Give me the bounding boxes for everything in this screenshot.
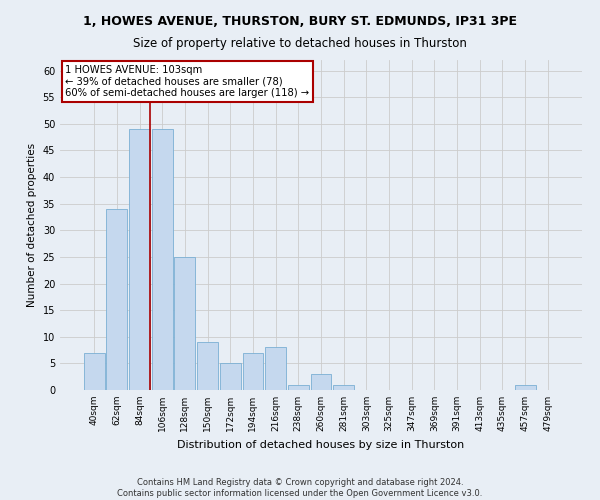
Bar xyxy=(265,348,286,390)
Bar xyxy=(288,384,309,390)
Bar xyxy=(311,374,331,390)
Text: Size of property relative to detached houses in Thurston: Size of property relative to detached ho… xyxy=(133,38,467,51)
Text: Contains HM Land Registry data © Crown copyright and database right 2024.
Contai: Contains HM Land Registry data © Crown c… xyxy=(118,478,482,498)
Bar xyxy=(333,384,354,390)
Bar xyxy=(152,129,173,390)
Y-axis label: Number of detached properties: Number of detached properties xyxy=(27,143,37,307)
Bar xyxy=(129,129,150,390)
Bar xyxy=(220,364,241,390)
Text: 1 HOWES AVENUE: 103sqm
← 39% of detached houses are smaller (78)
60% of semi-det: 1 HOWES AVENUE: 103sqm ← 39% of detached… xyxy=(65,65,310,98)
Bar xyxy=(106,209,127,390)
Bar xyxy=(175,257,196,390)
Bar xyxy=(197,342,218,390)
X-axis label: Distribution of detached houses by size in Thurston: Distribution of detached houses by size … xyxy=(178,440,464,450)
Bar xyxy=(515,384,536,390)
Bar xyxy=(242,352,263,390)
Bar xyxy=(84,352,104,390)
Text: 1, HOWES AVENUE, THURSTON, BURY ST. EDMUNDS, IP31 3PE: 1, HOWES AVENUE, THURSTON, BURY ST. EDMU… xyxy=(83,15,517,28)
